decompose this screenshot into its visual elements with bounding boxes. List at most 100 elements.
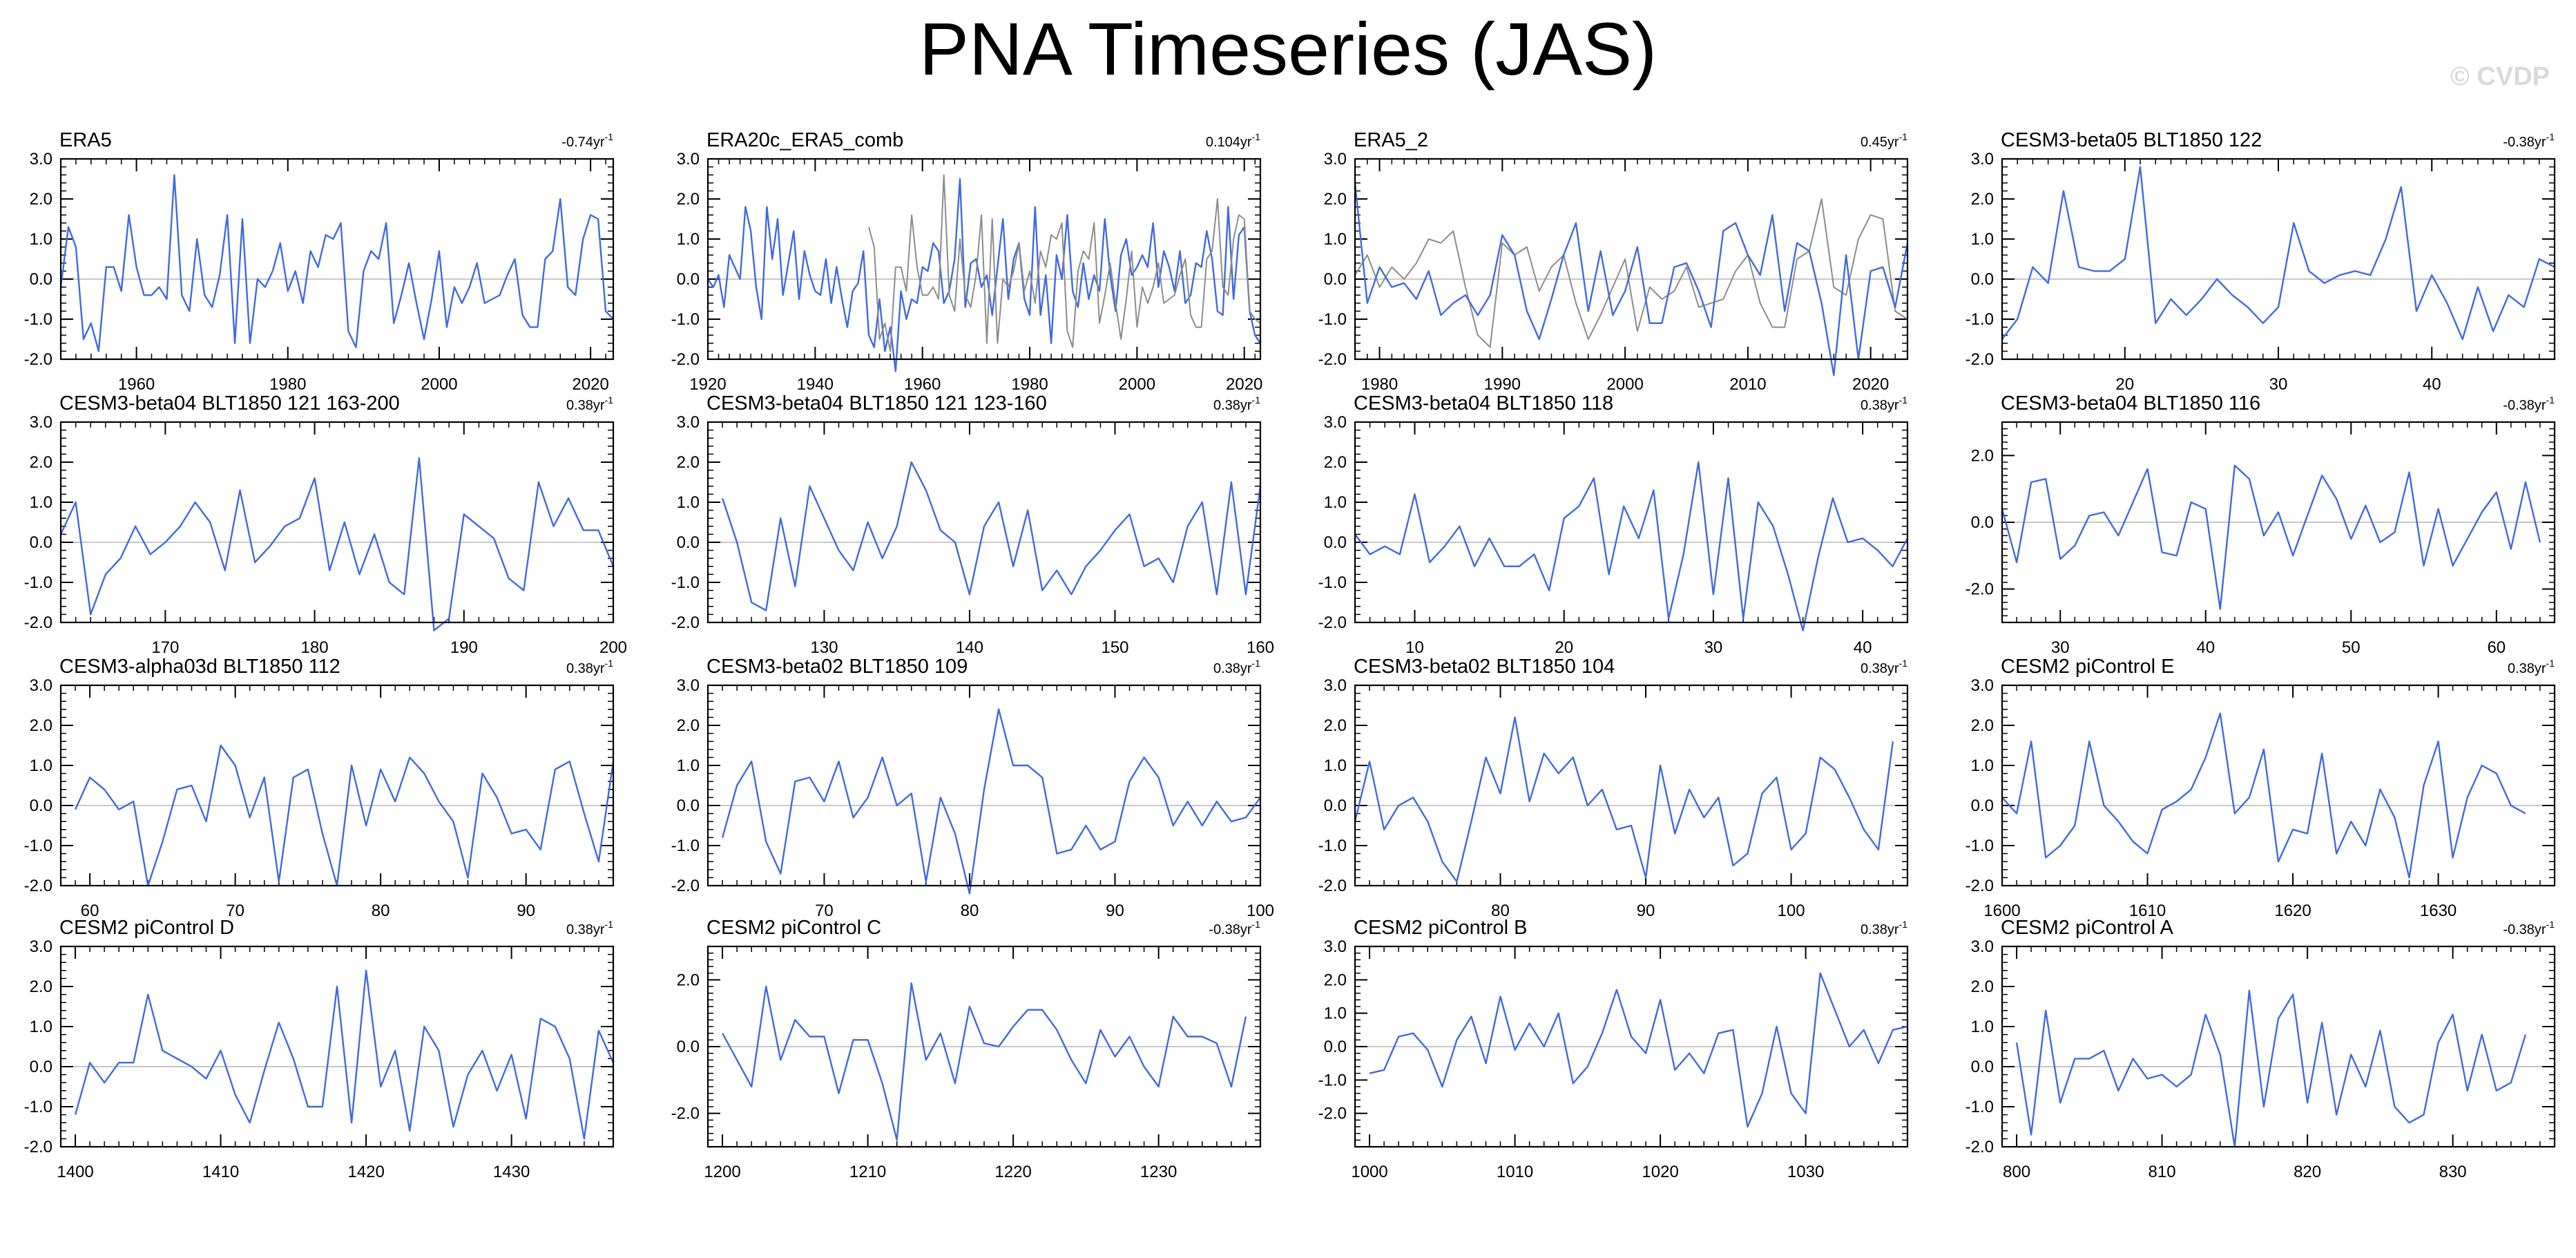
y-tick-label: 1.0 — [1971, 756, 1994, 775]
y-tick-label: 3.0 — [677, 150, 700, 169]
chart-panel: CESM2 piControl B 0.38yr-1 1000 1010 1020 103… — [1318, 917, 1909, 1181]
y-tick-label: 0.0 — [677, 1038, 700, 1056]
y-tick-label: 0.0 — [1971, 513, 1994, 532]
y-tick-label: -2.0 — [671, 613, 700, 632]
plot-frame — [1354, 945, 1909, 1148]
y-tick-label: -2.0 — [24, 613, 52, 632]
y-tick-label: 0.0 — [1971, 1058, 1994, 1076]
panel-title: CESM3-beta04 BLT1850 121 163-200 — [59, 392, 400, 414]
y-tick-label: 0.0 — [30, 270, 52, 289]
plot-frame — [707, 684, 1262, 887]
x-tick-label: 1980 — [1361, 375, 1398, 394]
plot-frame — [2001, 158, 2556, 361]
x-tick-label: 40 — [2423, 375, 2441, 394]
x-tick-label: 1940 — [797, 375, 834, 394]
y-tick-label: -1.0 — [1965, 1098, 1994, 1116]
y-tick-label: -1.0 — [1318, 310, 1347, 329]
y-tick-label: 3.0 — [677, 413, 700, 432]
x-tick-label: 800 — [2003, 1163, 2030, 1181]
trend-label: -0.38yr-1 — [2503, 131, 2555, 150]
panel-title: CESM3-beta04 BLT1850 116 — [2001, 392, 2260, 414]
y-tick-label: -2.0 — [1965, 877, 1994, 895]
plot-frame — [59, 421, 615, 624]
trend-label: 0.38yr-1 — [1861, 919, 1907, 937]
plot-frame — [2001, 684, 2556, 887]
y-tick-label: -1.0 — [1318, 573, 1347, 592]
trend-label: 0.45yr-1 — [1861, 131, 1907, 150]
y-tick-label: -2.0 — [1318, 613, 1347, 632]
y-tick-label: 2.0 — [677, 453, 700, 472]
y-tick-label: 1.0 — [1971, 1018, 1994, 1036]
y-tick-label: 3.0 — [1971, 676, 1994, 695]
y-tick-label: -1.0 — [671, 837, 700, 855]
panel-title: CESM3-beta04 BLT1850 121 123-160 — [707, 392, 1047, 414]
x-tick-label: 810 — [2149, 1163, 2176, 1181]
x-tick-label: 1200 — [704, 1163, 740, 1181]
trend-label: 0.38yr-1 — [2508, 658, 2555, 676]
x-tick-label: 1920 — [689, 375, 726, 394]
x-tick-label: 160 — [1247, 638, 1274, 657]
y-tick-label: 0.0 — [1324, 1038, 1347, 1056]
x-tick-label: 1210 — [849, 1163, 886, 1181]
chart-panel: CESM2 piControl E 0.38yr-1 1600 1610 1620 163… — [1965, 656, 2556, 920]
x-tick-label: 90 — [1106, 902, 1124, 920]
y-tick-label: 1.0 — [677, 756, 700, 775]
y-tick-label: -2.0 — [24, 350, 52, 369]
plot-frame — [707, 945, 1262, 1148]
model-series-line — [2001, 712, 2526, 879]
y-tick-label: 1.0 — [677, 493, 700, 512]
y-tick-label: 0.0 — [1324, 533, 1347, 552]
x-tick-label: 1230 — [1140, 1163, 1177, 1181]
y-tick-label: 0.0 — [677, 270, 700, 289]
x-tick-label: 20 — [2115, 375, 2134, 394]
y-tick-label: 2.0 — [677, 190, 700, 209]
y-tick-label: 3.0 — [677, 676, 700, 695]
panel-title: ERA5 — [59, 129, 112, 151]
x-tick-label: 1030 — [1787, 1163, 1824, 1181]
y-tick-label: 2.0 — [30, 453, 52, 472]
y-tick-label: 3.0 — [1324, 413, 1347, 432]
x-tick-label: 140 — [956, 638, 983, 657]
x-tick-label: 1980 — [269, 375, 306, 394]
y-tick-label: 0.0 — [677, 533, 700, 552]
y-tick-label: -2.0 — [671, 350, 700, 369]
x-tick-label: 150 — [1101, 638, 1128, 657]
x-tick-label: 80 — [372, 902, 390, 920]
y-tick-label: 2.0 — [1324, 716, 1347, 735]
y-tick-label: 1.0 — [1324, 493, 1347, 512]
x-tick-label: 1010 — [1497, 1163, 1533, 1181]
y-tick-label: 0.0 — [1971, 270, 1994, 289]
y-tick-label: -2.0 — [1318, 877, 1347, 895]
panel-title: CESM2 piControl A — [2001, 917, 2173, 939]
panel-title: ERA20c_ERA5_comb — [707, 129, 903, 151]
y-tick-label: -1.0 — [1318, 1071, 1347, 1089]
x-tick-label: 2020 — [572, 375, 608, 394]
panel-title: CESM2 piControl E — [2001, 656, 2174, 678]
panel-title: CESM3-alpha03d BLT1850 112 — [59, 656, 340, 678]
trend-label: -0.74yr-1 — [561, 131, 613, 150]
x-tick-label: 60 — [2487, 638, 2506, 657]
plot-frame — [59, 684, 615, 887]
chart-panel: CESM3-beta05 BLT1850 122 -0.38yr-1 20 30 40 3… — [1965, 129, 2556, 394]
y-tick-label: 2.0 — [1971, 446, 1994, 465]
chart-panel: CESM2 piControl C -0.38yr-1 1200 1210 1220 12… — [671, 917, 1262, 1181]
y-tick-label: 3.0 — [1971, 937, 1994, 956]
y-tick-label: -1.0 — [24, 573, 52, 592]
model-series-line — [2001, 166, 2555, 341]
plot-frame — [1354, 684, 1909, 887]
trend-label: 0.38yr-1 — [1213, 394, 1260, 413]
x-tick-label: 2010 — [1729, 375, 1766, 394]
y-tick-label: -2.0 — [671, 1105, 700, 1123]
y-tick-label: -2.0 — [24, 1138, 52, 1156]
y-tick-label: -2.0 — [1965, 1138, 1994, 1156]
x-tick-label: 90 — [1637, 902, 1655, 920]
x-tick-label: 70 — [226, 902, 244, 920]
x-tick-label: 30 — [2269, 375, 2288, 394]
chart-panel: CESM3-beta04 BLT1850 121 163-200 0.38yr-1… — [24, 392, 627, 657]
panel-title: CESM3-beta02 BLT1850 109 — [707, 656, 968, 678]
y-tick-label: 2.0 — [30, 978, 52, 996]
x-tick-label: 190 — [450, 638, 478, 657]
x-tick-label: 40 — [2196, 638, 2215, 657]
trend-label: 0.38yr-1 — [566, 919, 613, 937]
x-tick-label: 180 — [301, 638, 329, 657]
